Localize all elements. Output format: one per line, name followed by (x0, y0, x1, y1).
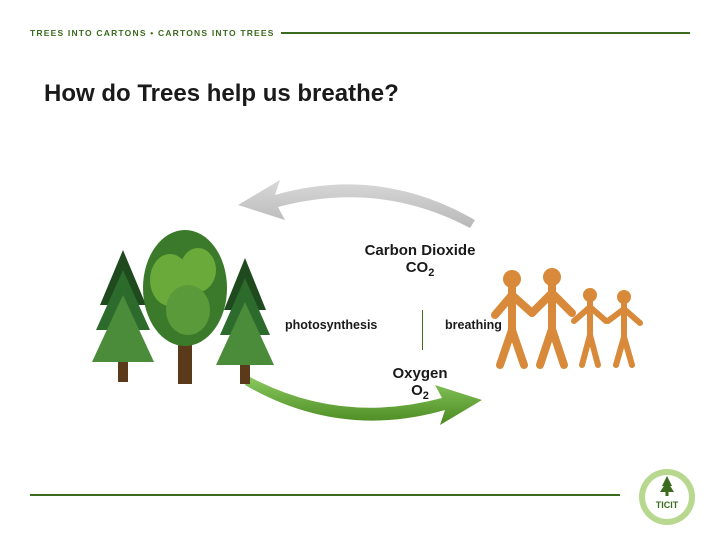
header: TREES INTO CARTONS • CARTONS INTO TREES (30, 28, 690, 38)
o2-label: Oxygen O2 (360, 365, 480, 403)
trees-icon (90, 210, 280, 390)
svg-text:TICIT: TICIT (656, 500, 679, 510)
co2-formula-base: CO (406, 259, 429, 276)
footer-rule (30, 494, 620, 496)
page-title: How do Trees help us breathe? (44, 80, 399, 108)
o2-formula-sub: 2 (423, 390, 429, 402)
o2-name: Oxygen (392, 365, 447, 382)
co2-label: Carbon Dioxide CO2 (340, 242, 500, 280)
photosynthesis-label: photosynthesis (285, 318, 377, 332)
header-rule (281, 32, 690, 34)
ticit-logo: TICIT (638, 468, 696, 526)
people-icon (490, 265, 660, 375)
header-tagline: TREES INTO CARTONS • CARTONS INTO TREES (30, 28, 281, 38)
breathing-label: breathing (445, 318, 502, 332)
co2-formula-sub: 2 (428, 267, 434, 279)
process-divider (422, 310, 423, 350)
o2-formula-base: O (411, 382, 423, 399)
cycle-diagram: Carbon Dioxide CO2 Oxygen O2 photosynthe… (60, 150, 660, 430)
co2-name: Carbon Dioxide (365, 242, 476, 259)
